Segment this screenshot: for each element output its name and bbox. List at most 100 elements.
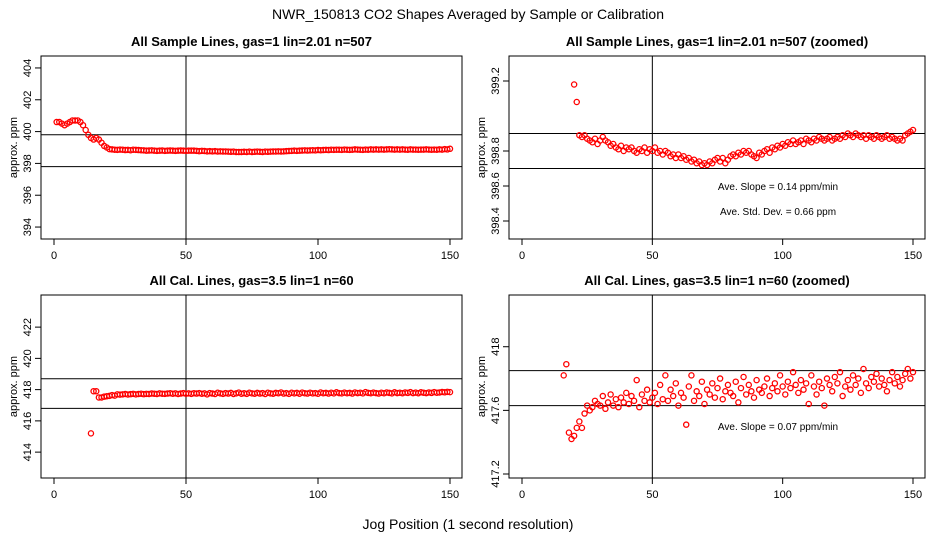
data-point — [899, 376, 906, 384]
data-point — [813, 391, 820, 398]
y-tick-label: 418 — [22, 380, 34, 398]
data-point — [675, 402, 682, 409]
data-point — [654, 400, 661, 408]
data-point — [596, 402, 604, 409]
data-point — [729, 392, 737, 400]
data-point — [693, 388, 700, 395]
data-point — [808, 372, 815, 379]
data-point — [688, 372, 695, 379]
data-point — [625, 400, 633, 408]
data-point — [881, 381, 888, 389]
y-tick-label: 396 — [22, 186, 34, 204]
data-point — [901, 370, 909, 378]
plot-frame — [508, 55, 926, 240]
x-tick-label: 150 — [441, 489, 459, 501]
data-point — [789, 368, 797, 376]
data-point — [711, 394, 719, 401]
y-tick-label: 422 — [22, 318, 34, 336]
y-tick-label: 420 — [22, 349, 34, 367]
data-point — [797, 376, 805, 384]
data-point — [636, 403, 643, 411]
x-tick-label: 100 — [309, 489, 327, 501]
data-point — [659, 395, 667, 403]
data-point — [875, 383, 883, 390]
panel-4: All Cal. Lines, gas=3.5 lin=1 n=60 (zoom… — [476, 273, 926, 501]
x-tick-label: 0 — [51, 250, 57, 262]
panel-title: All Sample Lines, gas=1 lin=2.01 n=507 (… — [566, 34, 868, 49]
data-point — [909, 126, 917, 134]
data-point — [847, 386, 854, 393]
x-tick-label: 50 — [646, 250, 658, 262]
data-point — [612, 395, 620, 403]
data-point — [646, 399, 653, 406]
data-point — [782, 391, 789, 398]
data-point — [745, 381, 753, 389]
data-point — [836, 368, 844, 376]
data-point — [823, 375, 831, 382]
data-point — [709, 380, 716, 387]
data-point — [696, 392, 703, 400]
data-point — [753, 154, 760, 162]
data-point — [855, 375, 862, 382]
data-point — [831, 373, 839, 381]
data-point — [701, 400, 708, 408]
data-point — [763, 375, 771, 382]
data-point — [623, 389, 630, 397]
data-point — [446, 388, 454, 396]
data-point — [758, 389, 766, 397]
data-point — [662, 372, 669, 379]
data-point — [896, 383, 904, 390]
data-point — [444, 388, 451, 396]
data-point — [852, 381, 859, 389]
data-point — [667, 386, 674, 393]
data-point — [779, 383, 786, 390]
x-tick-label: 150 — [904, 250, 922, 262]
panel-title: All Cal. Lines, gas=3.5 lin=1 n=60 — [149, 273, 353, 288]
data-point — [753, 376, 760, 384]
data-point — [878, 375, 885, 382]
x-axis-label: Jog Position (1 second resolution) — [363, 516, 574, 532]
y-tick-label: 394 — [22, 218, 34, 236]
figure-title: NWR_150813 CO2 Shapes Averaged by Sample… — [272, 6, 664, 22]
panel-2: All Sample Lines, gas=1 lin=2.01 n=507 (… — [476, 34, 926, 262]
panel-1: All Sample Lines, gas=1 lin=2.01 n=507 0 5… — [8, 34, 463, 262]
data-point — [886, 376, 893, 384]
data-point — [870, 378, 878, 385]
data-point — [748, 388, 755, 395]
data-point — [630, 397, 638, 405]
data-point — [680, 394, 687, 401]
data-point — [800, 386, 807, 393]
data-point — [737, 384, 745, 392]
data-point — [839, 392, 846, 400]
data-point — [641, 397, 648, 405]
x-tick-label: 0 — [51, 489, 57, 501]
data-point — [672, 380, 680, 387]
data-point — [795, 389, 802, 397]
data-point — [766, 149, 773, 156]
data-point — [732, 378, 739, 385]
data-point — [628, 392, 635, 400]
data-point — [810, 383, 818, 390]
panel-3: All Cal. Lines, gas=3.5 lin=1 n=60 0 50 100… — [8, 273, 463, 501]
data-point — [615, 403, 622, 411]
panel-title: All Sample Lines, gas=1 lin=2.01 n=507 — [131, 34, 372, 49]
data-point — [719, 395, 726, 403]
data-point — [706, 391, 713, 398]
data-point — [787, 384, 794, 392]
data-point — [651, 144, 659, 151]
data-point — [826, 381, 833, 389]
data-point — [841, 383, 849, 390]
data-point — [649, 394, 656, 401]
x-tick-label: 100 — [773, 250, 791, 262]
plot-frame — [40, 294, 463, 479]
data-point — [599, 392, 607, 400]
data-point — [581, 410, 588, 417]
data-point — [617, 394, 625, 401]
data-point — [862, 380, 870, 387]
y-tick-label: 400 — [22, 122, 34, 140]
data-point — [573, 98, 580, 106]
data-point — [724, 381, 732, 389]
data-point — [735, 399, 742, 406]
data-point — [771, 380, 779, 387]
y-tick-label: 417.2 — [490, 460, 502, 488]
